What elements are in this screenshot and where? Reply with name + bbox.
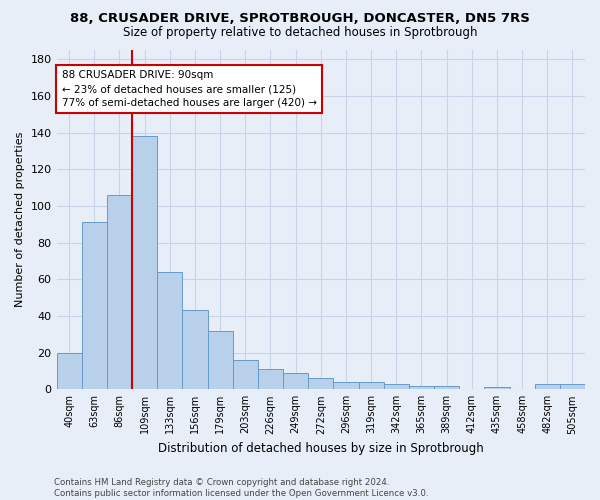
Bar [56, 352, 82, 390]
Bar [132, 136, 157, 390]
Bar [359, 382, 383, 390]
Bar [182, 310, 208, 390]
Text: Size of property relative to detached houses in Sprotbrough: Size of property relative to detached ho… [123, 26, 477, 39]
Text: 88, CRUSADER DRIVE, SPROTBROUGH, DONCASTER, DN5 7RS: 88, CRUSADER DRIVE, SPROTBROUGH, DONCAST… [70, 12, 530, 26]
Bar [308, 378, 334, 390]
Bar [233, 360, 258, 390]
Bar [409, 386, 434, 390]
Bar [334, 382, 359, 390]
Text: 88 CRUSADER DRIVE: 90sqm
← 23% of detached houses are smaller (125)
77% of semi-: 88 CRUSADER DRIVE: 90sqm ← 23% of detach… [62, 70, 317, 108]
Bar [535, 384, 560, 390]
Bar [560, 384, 585, 390]
Bar [107, 195, 132, 390]
Bar [434, 386, 459, 390]
Y-axis label: Number of detached properties: Number of detached properties [15, 132, 25, 308]
X-axis label: Distribution of detached houses by size in Sprotbrough: Distribution of detached houses by size … [158, 442, 484, 455]
Bar [258, 369, 283, 390]
Text: Contains HM Land Registry data © Crown copyright and database right 2024.
Contai: Contains HM Land Registry data © Crown c… [54, 478, 428, 498]
Bar [208, 330, 233, 390]
Bar [82, 222, 107, 390]
Bar [484, 388, 509, 390]
Bar [283, 373, 308, 390]
Bar [383, 384, 409, 390]
Bar [157, 272, 182, 390]
